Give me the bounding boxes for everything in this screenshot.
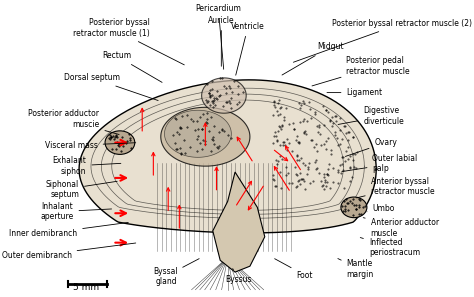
- Text: Ligament: Ligament: [327, 88, 383, 97]
- Text: Inflected
periostracum: Inflected periostracum: [360, 238, 420, 257]
- Text: Pericardium: Pericardium: [195, 4, 241, 69]
- Text: Posterior byssal retractor muscle (2): Posterior byssal retractor muscle (2): [293, 19, 472, 62]
- Text: Ventricle: Ventricle: [231, 22, 265, 75]
- Text: Foot: Foot: [274, 259, 313, 279]
- Text: Byssus: Byssus: [226, 268, 252, 284]
- Circle shape: [341, 197, 367, 218]
- Circle shape: [105, 131, 135, 154]
- Text: Posterior adductor
muscie: Posterior adductor muscie: [28, 109, 119, 135]
- Polygon shape: [164, 110, 231, 157]
- Polygon shape: [201, 78, 246, 113]
- Text: Byssal
gland: Byssal gland: [153, 259, 199, 286]
- Text: Posterior pedal
retractor muscle: Posterior pedal retractor muscle: [312, 56, 410, 86]
- Text: Digestive
diverticule: Digestive diverticule: [338, 106, 404, 126]
- Text: Posterior byssal
retractor muscle (1): Posterior byssal retractor muscle (1): [73, 18, 184, 65]
- Text: Exhalant
siphon: Exhalant siphon: [53, 157, 121, 176]
- Text: Ovary: Ovary: [346, 138, 397, 157]
- Text: Outer demibranch: Outer demibranch: [1, 243, 136, 260]
- Polygon shape: [213, 172, 265, 272]
- Text: Siphonal
septum: Siphonal septum: [46, 180, 117, 199]
- Text: Midgut: Midgut: [282, 42, 343, 75]
- Text: Umbo: Umbo: [367, 204, 395, 213]
- Text: 5 mm: 5 mm: [73, 283, 100, 292]
- Text: Visceral mass: Visceral mass: [45, 141, 136, 150]
- Polygon shape: [161, 107, 250, 166]
- Text: Mantle
margin: Mantle margin: [338, 259, 374, 279]
- Text: Inner demibranch: Inner demibranch: [9, 222, 128, 238]
- Text: Auricle: Auricle: [208, 16, 235, 66]
- Text: Outer labial
palp: Outer labial palp: [342, 154, 418, 173]
- Text: Inhalant
aperture: Inhalant aperture: [40, 202, 111, 222]
- Text: Rectum: Rectum: [102, 51, 162, 82]
- Polygon shape: [79, 80, 376, 233]
- Text: Anterior byssal
retractor muscle: Anterior byssal retractor muscle: [356, 177, 434, 198]
- Text: Dorsal septum: Dorsal septum: [64, 73, 158, 100]
- Text: Anterior adductor
muscle: Anterior adductor muscle: [363, 218, 439, 238]
